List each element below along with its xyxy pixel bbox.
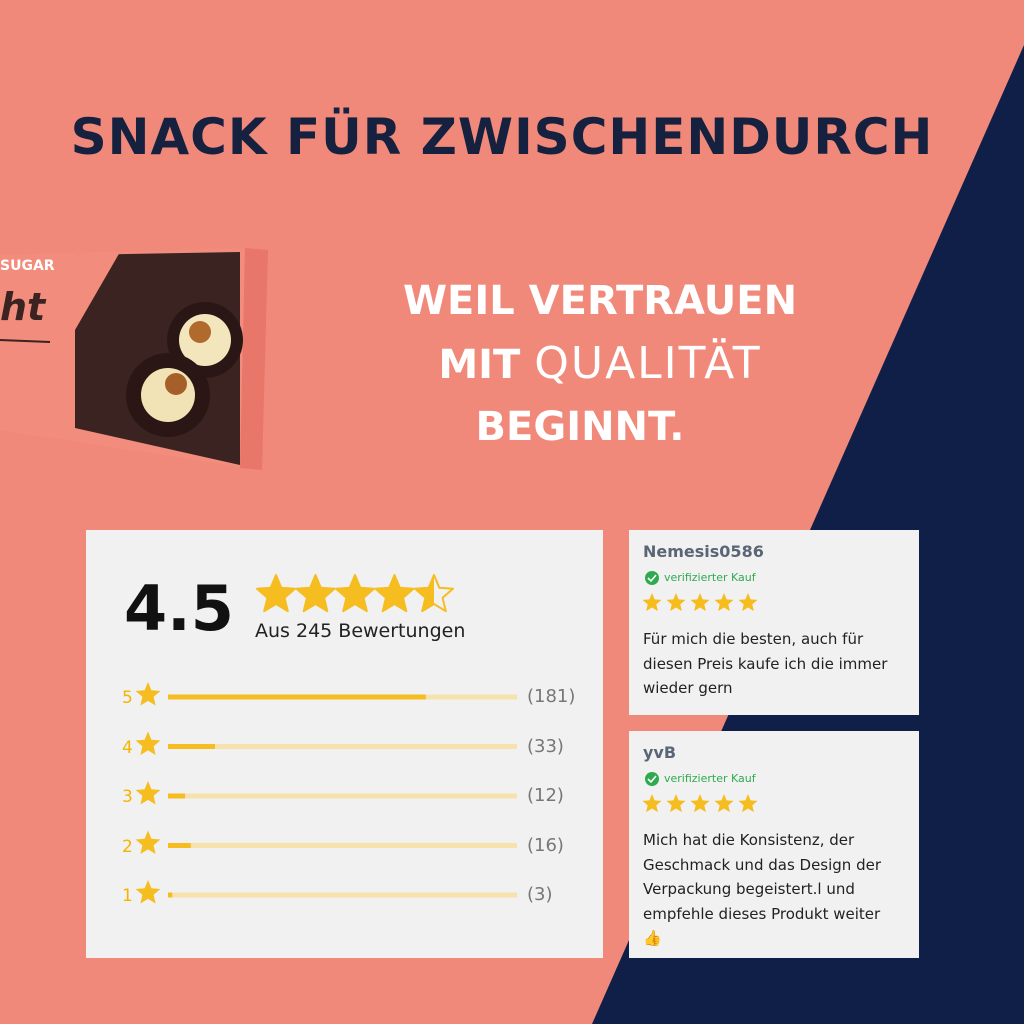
bar <box>168 694 426 700</box>
row-label: 5 <box>122 688 133 708</box>
bar-track <box>168 843 517 848</box>
review-star <box>690 593 710 612</box>
review-star <box>666 593 686 612</box>
headline-line: MIT QUALITÄT <box>330 338 870 389</box>
verified-icon <box>645 772 659 786</box>
review-star <box>738 593 758 612</box>
row-star <box>135 880 161 904</box>
score-star <box>295 574 336 613</box>
row-count: (33) <box>527 735 564 757</box>
headline-bold: MIT <box>438 342 521 388</box>
review-card <box>629 530 919 715</box>
bar <box>168 793 186 799</box>
score-star <box>414 574 454 613</box>
row-label: 1 <box>122 886 133 906</box>
headline-line: WEIL VERTRAUEN <box>402 278 798 324</box>
score: 4.5 <box>124 572 234 645</box>
row-count: (16) <box>527 834 564 856</box>
row-star <box>135 682 161 706</box>
row-count: (3) <box>527 884 553 905</box>
verified-icon <box>645 571 659 585</box>
bar <box>168 744 216 749</box>
row-label: 3 <box>122 787 133 807</box>
review-star <box>666 794 686 813</box>
row-label: 2 <box>122 836 133 857</box>
product-label: ht <box>0 285 46 329</box>
bar <box>168 843 191 848</box>
verified-check <box>647 775 657 784</box>
reviewer-name: yvB <box>643 743 677 762</box>
review-star <box>714 593 734 612</box>
review-star <box>690 794 710 813</box>
verified-check <box>647 574 657 583</box>
score-star <box>335 574 375 613</box>
reviewer-name: Nemesis0586 <box>643 542 764 561</box>
score-star <box>374 574 415 613</box>
bar-track <box>168 892 517 898</box>
review-star <box>738 794 758 813</box>
headline-line: BEGINNT. <box>475 404 685 450</box>
row-count: (12) <box>527 785 564 806</box>
row-label: 4 <box>122 737 133 758</box>
row-star <box>135 830 161 854</box>
product-label-top: SUGAR <box>0 258 55 274</box>
score-star <box>256 574 296 613</box>
review-star <box>714 794 734 813</box>
verified-label: verifizierter Kauf <box>664 772 756 785</box>
review-star <box>642 794 662 813</box>
row-star <box>135 781 161 805</box>
title: SNACK FÜR ZWISCHENDURCH <box>70 108 934 166</box>
bar-track <box>168 793 517 799</box>
verified-label: verifizierter Kauf <box>664 571 756 584</box>
review-card <box>629 731 919 958</box>
row-count: (181) <box>527 686 576 707</box>
review-text: Für mich die besten, auch für diesen Pre… <box>643 630 888 697</box>
headline-light: QUALITÄT <box>534 338 762 389</box>
bar-track <box>168 744 517 749</box>
bar <box>168 892 173 898</box>
review-text: Mich hat die Konsistenz, der Geschmack u… <box>643 831 882 947</box>
product-pack <box>0 248 268 470</box>
review-star <box>642 593 662 612</box>
row-star <box>135 731 161 755</box>
rating-summary: Aus 245 Bewertungen <box>255 620 466 642</box>
